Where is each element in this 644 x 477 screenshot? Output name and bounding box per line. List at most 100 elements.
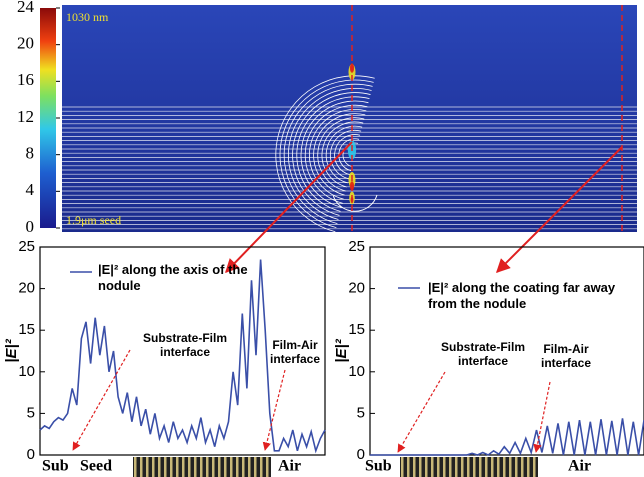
plot-frame bbox=[39, 246, 326, 456]
nodule-arc bbox=[283, 83, 373, 224]
y-tick-label: 15 bbox=[18, 321, 35, 338]
nodule-arc bbox=[317, 117, 365, 192]
region-label: Sub bbox=[365, 458, 392, 475]
nodule-arc bbox=[321, 121, 364, 188]
film-stripe bbox=[431, 457, 434, 477]
film-stripe bbox=[146, 457, 149, 477]
annotation-arrow bbox=[262, 369, 286, 451]
colorbar-tick-label: 16 bbox=[17, 70, 34, 89]
annotation: Film-Air interface bbox=[269, 338, 321, 366]
film-stripe bbox=[242, 457, 245, 477]
film-stripe bbox=[419, 457, 422, 477]
nodule-arc bbox=[308, 108, 367, 200]
y-tick-label: 15 bbox=[348, 321, 365, 338]
film-stripe bbox=[140, 457, 143, 477]
film-stripe bbox=[527, 457, 530, 477]
y-tick-label: 10 bbox=[18, 363, 35, 380]
y-tick-label: 25 bbox=[18, 238, 35, 255]
film-stripe bbox=[455, 457, 458, 477]
annotation: Substrate-Film interface bbox=[440, 340, 525, 368]
film-stripe bbox=[509, 457, 512, 477]
film-stripe bbox=[200, 457, 203, 477]
film-stripe bbox=[152, 457, 155, 477]
film-stripe bbox=[503, 457, 506, 477]
film-stripe bbox=[260, 457, 263, 477]
region-label: Seed bbox=[80, 458, 112, 475]
film-stripe bbox=[230, 457, 233, 477]
nodule-arc bbox=[325, 125, 363, 184]
colorbar-tick-label: 24 bbox=[17, 0, 35, 16]
film-stripe bbox=[473, 457, 476, 477]
y-tick-label: 5 bbox=[27, 404, 35, 421]
map-background bbox=[62, 5, 637, 232]
film-stripe bbox=[449, 457, 452, 477]
nodule-arc bbox=[304, 104, 368, 204]
film-stripe bbox=[164, 457, 167, 477]
nodule-arc bbox=[300, 100, 369, 208]
film-stripe bbox=[437, 457, 440, 477]
film-stripe bbox=[425, 457, 428, 477]
film-stripe bbox=[479, 457, 482, 477]
legend-label: |E|² along the axis of the nodule bbox=[98, 262, 248, 293]
y-tick-label: 0 bbox=[27, 446, 35, 463]
legend-label: |E|² along the coating far away from the… bbox=[428, 280, 616, 311]
nodule-arc bbox=[292, 92, 371, 216]
y-axis-label: |E|² bbox=[3, 338, 20, 362]
arrow bbox=[225, 141, 353, 274]
arrow bbox=[496, 146, 623, 273]
colorbar-tick-label: 20 bbox=[17, 34, 34, 53]
y-tick-label: 0 bbox=[357, 446, 365, 463]
film-stripe bbox=[134, 457, 137, 477]
region-label: Air bbox=[568, 458, 591, 475]
film-stripe bbox=[248, 457, 251, 477]
film-stripe bbox=[158, 457, 161, 477]
y-tick-label: 20 bbox=[18, 280, 35, 297]
film-stripe bbox=[497, 457, 500, 477]
film-stripe bbox=[194, 457, 197, 477]
film-stripe bbox=[218, 457, 221, 477]
film-stripe bbox=[206, 457, 209, 477]
wavelength-label: 1030 nm bbox=[66, 10, 109, 24]
seed-label: 1.9μm seed bbox=[66, 213, 121, 227]
film-stripe bbox=[491, 457, 494, 477]
series-line bbox=[39, 259, 326, 454]
film-stripe bbox=[182, 457, 185, 477]
colorbar-tick-label: 4 bbox=[26, 180, 35, 199]
seed bbox=[332, 194, 378, 212]
film-stripe bbox=[176, 457, 179, 477]
field-map bbox=[40, 5, 637, 233]
annotation-arrow bbox=[533, 381, 551, 453]
region-label: Air bbox=[278, 458, 301, 475]
film-stripe bbox=[188, 457, 191, 477]
nodule-arc bbox=[329, 130, 362, 180]
y-axis-label: |E|² bbox=[333, 338, 350, 362]
colorbar bbox=[40, 8, 56, 228]
film-stripe bbox=[224, 457, 227, 477]
film-stripe bbox=[401, 457, 404, 477]
y-tick-label: 5 bbox=[357, 404, 365, 421]
film-stripe bbox=[443, 457, 446, 477]
film-stripe bbox=[521, 457, 524, 477]
nodule-arc bbox=[279, 79, 374, 229]
y-tick-label: 20 bbox=[348, 280, 365, 297]
film-stripe bbox=[461, 457, 464, 477]
y-tick-label: 10 bbox=[348, 363, 365, 380]
nodule-arc bbox=[275, 75, 375, 233]
colorbar-tick-label: 12 bbox=[17, 107, 34, 126]
nodule-arc bbox=[296, 96, 370, 212]
nodule-arc bbox=[313, 113, 366, 196]
film-stripe bbox=[413, 457, 416, 477]
film-stripe bbox=[254, 457, 257, 477]
film-stripe bbox=[485, 457, 488, 477]
film-stripe bbox=[266, 457, 269, 477]
colorbar-tick-label: 8 bbox=[26, 144, 35, 163]
film-stripe bbox=[170, 457, 173, 477]
annotation-arrow bbox=[397, 371, 446, 453]
colorbar-tick-label: 0 bbox=[26, 217, 35, 236]
film-stripe bbox=[407, 457, 410, 477]
film-stripe bbox=[533, 457, 536, 477]
nodule-arc bbox=[288, 88, 372, 220]
film-stripe bbox=[212, 457, 215, 477]
nodule-arc bbox=[334, 134, 361, 176]
